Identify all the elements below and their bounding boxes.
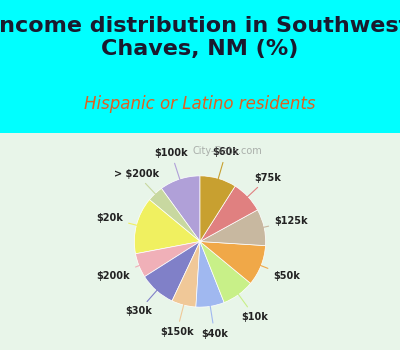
- Text: $200k: $200k: [96, 257, 161, 281]
- Text: $30k: $30k: [125, 273, 172, 316]
- Wedge shape: [162, 176, 200, 241]
- Wedge shape: [172, 241, 200, 307]
- Wedge shape: [136, 241, 200, 276]
- Wedge shape: [144, 241, 200, 301]
- Text: $10k: $10k: [225, 275, 268, 322]
- Wedge shape: [200, 241, 250, 302]
- Text: Income distribution in Southwest
Chaves, NM (%): Income distribution in Southwest Chaves,…: [0, 16, 400, 59]
- Text: $100k: $100k: [154, 148, 188, 201]
- Wedge shape: [134, 199, 200, 254]
- Text: > $200k: > $200k: [114, 169, 171, 211]
- Text: $60k: $60k: [212, 147, 240, 201]
- Text: $150k: $150k: [160, 282, 194, 337]
- Wedge shape: [200, 186, 258, 242]
- Text: City-Data.com: City-Data.com: [192, 146, 262, 156]
- Wedge shape: [200, 176, 235, 241]
- Text: $75k: $75k: [231, 173, 281, 213]
- Wedge shape: [200, 210, 266, 246]
- Text: Hispanic or Latino residents: Hispanic or Latino residents: [84, 95, 316, 113]
- Wedge shape: [150, 188, 200, 241]
- Wedge shape: [200, 241, 266, 284]
- Text: $50k: $50k: [239, 257, 300, 281]
- Text: $125k: $125k: [241, 216, 308, 232]
- Text: $20k: $20k: [96, 214, 159, 231]
- Text: $40k: $40k: [201, 283, 228, 338]
- Wedge shape: [196, 241, 224, 307]
